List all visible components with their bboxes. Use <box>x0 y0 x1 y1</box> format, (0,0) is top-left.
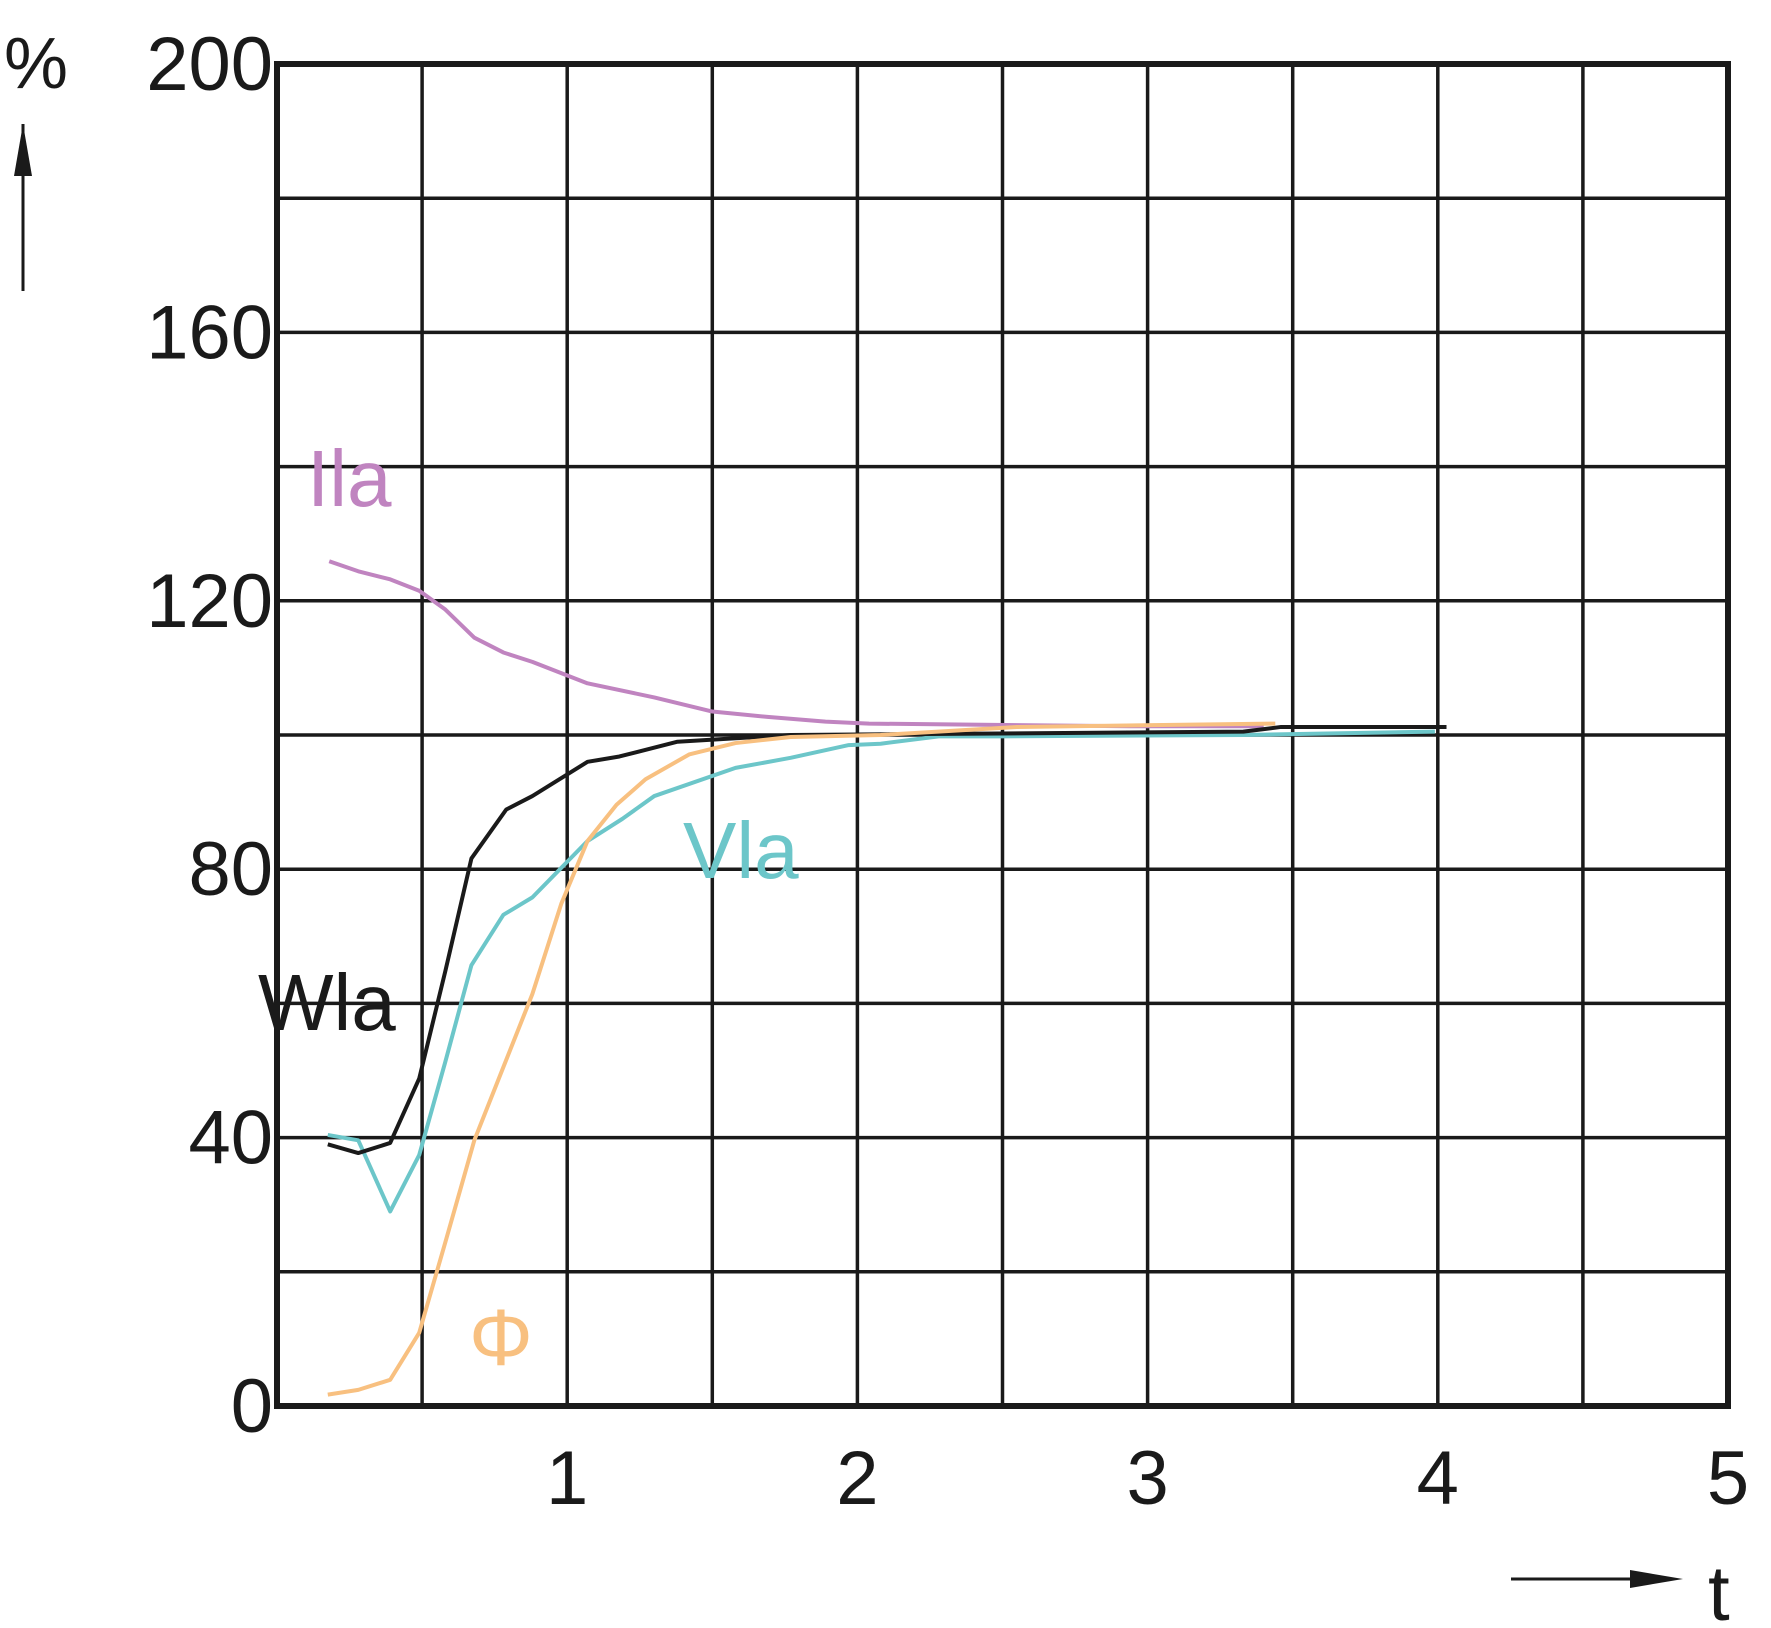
plot-frame <box>274 61 1731 1409</box>
y-axis-arrowhead <box>14 124 32 176</box>
data-line <box>327 721 1276 1397</box>
data-line <box>327 724 1447 1156</box>
series-label: Φ <box>469 1293 533 1382</box>
x-tick-label: 3 <box>1126 1436 1168 1521</box>
y-tick-label: 80 <box>188 827 273 912</box>
y-tick-label: 160 <box>146 290 273 375</box>
series-label: Vla <box>683 806 799 895</box>
y-tick-label: 0 <box>231 1364 273 1449</box>
data-line <box>327 729 1435 1214</box>
x-tick-label: 5 <box>1707 1436 1749 1521</box>
y-tick-label: 200 <box>146 22 273 107</box>
series-label: Wla <box>258 958 396 1047</box>
series-label: Ila <box>307 434 392 523</box>
data-line <box>328 559 1264 729</box>
y-tick-label: 40 <box>188 1096 273 1181</box>
x-axis-arrowhead <box>1630 1570 1683 1588</box>
x-tick-label: 2 <box>836 1436 878 1521</box>
x-tick-label: 4 <box>1417 1436 1459 1521</box>
x-axis-label: t <box>1708 1549 1730 1628</box>
y-tick-label: 120 <box>146 559 273 644</box>
x-tick-label: 1 <box>546 1436 588 1521</box>
y-axis-label: % <box>4 24 68 104</box>
